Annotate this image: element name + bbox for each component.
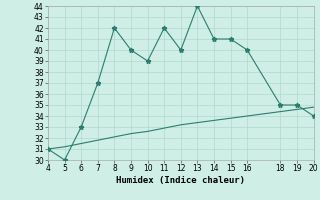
X-axis label: Humidex (Indice chaleur): Humidex (Indice chaleur) xyxy=(116,176,245,185)
